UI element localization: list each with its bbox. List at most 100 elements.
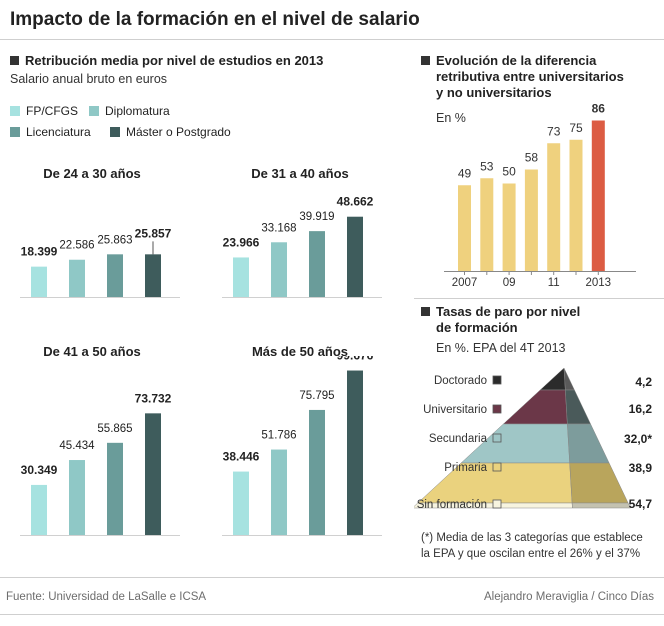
evolution-value-label: 86 <box>592 102 606 116</box>
page-title: Impacto de la formación en el nivel de s… <box>10 9 420 30</box>
salary-value-label: 39.919 <box>299 211 334 223</box>
pyramid-category-label: Universitario <box>423 404 487 416</box>
evolution-tick-label: 09 <box>503 277 516 289</box>
legend-swatch-master <box>110 127 120 137</box>
pyramid-value-label: 32,0* <box>624 432 652 446</box>
salary-value-label: 51.786 <box>261 430 296 442</box>
pyramid-value-label: 54,7 <box>629 497 653 511</box>
salary-value-label: 75.795 <box>299 390 334 402</box>
salary-section-title-text: Retribución media por nivel de estudios … <box>25 53 324 68</box>
legend-swatch-licenciatura <box>10 127 20 137</box>
evolution-chart: 49 2007 53 50 09 58 73 11 75 86 2013 <box>444 102 636 289</box>
pyramid-value-label: 38,9 <box>629 461 653 475</box>
salary-chart-24-30: 18.399 22.586 25.863 25.857 <box>20 226 180 298</box>
footer-divider <box>0 577 664 578</box>
salary-value-label: 25.857 <box>135 226 172 240</box>
pyramid-side-band <box>565 389 591 425</box>
pyramid-legend-swatch <box>492 375 502 385</box>
pyramid-category-label: Secundaria <box>429 433 488 445</box>
evolution-title-line-2: retributiva entre universitarios <box>436 69 624 84</box>
legend-label-master: Máster o Postgrado <box>126 125 231 139</box>
salary-section-title: Retribución media por nivel de estudios … <box>10 53 323 69</box>
group-title-24-30: De 24 a 30 años <box>43 166 141 181</box>
footer-source: Fuente: Universidad de LaSalle e ICSA <box>6 591 207 603</box>
legend-item-diplomatura: Diplomatura <box>89 104 170 118</box>
salary-subtitle: Salario anual bruto en euros <box>10 72 168 86</box>
legend-item-fp: FP/CFGS <box>10 104 78 118</box>
pyramid-category-label: Doctorado <box>434 375 487 387</box>
pyramid-front-band <box>502 389 568 425</box>
evolution-bar <box>502 183 516 271</box>
salary-value-label: 38.446 <box>223 450 260 464</box>
evolution-tick-label: 11 <box>548 277 560 289</box>
right-divider <box>414 298 664 299</box>
evolution-unit: En % <box>436 111 466 125</box>
evolution-value-label: 75 <box>569 121 583 135</box>
salary-bar <box>69 259 85 297</box>
salary-bar <box>107 254 123 297</box>
evolution-value-label: 50 <box>502 165 516 179</box>
salary-bar <box>233 471 249 535</box>
pyramid-legend-swatch <box>492 462 502 472</box>
salary-bar <box>347 216 363 297</box>
legend-swatch-fp <box>10 106 20 116</box>
pyramid-footnote-line-1: (*) Media de las 3 categorías que establ… <box>421 532 643 544</box>
salary-value-label: 45.434 <box>59 440 95 452</box>
salary-value-label: 73.732 <box>135 391 172 405</box>
evolution-value-label: 58 <box>525 151 539 165</box>
evolution-bar <box>591 120 605 271</box>
pyramid-side-band <box>571 502 631 509</box>
pyramid-footnote-line-2: la EPA y que oscilan entre el 26% y el 3… <box>421 548 641 560</box>
salary-bar <box>309 231 325 297</box>
unemployment-pyramid: Doctorado 4,2 Universitario 16,2 Secundaria 3… <box>414 367 653 511</box>
pyramid-category-label: Primaria <box>444 462 487 474</box>
evolution-tick-label: 2007 <box>452 277 478 289</box>
evolution-value-label: 49 <box>458 166 472 180</box>
salary-bar <box>309 409 325 535</box>
salary-bar <box>69 460 85 535</box>
legend-label-diplomatura: Diplomatura <box>105 104 170 118</box>
salary-bar <box>145 413 161 535</box>
salary-value-label: 22.586 <box>59 240 94 252</box>
salary-value-label: 18.399 <box>21 245 58 259</box>
evolution-tick-label: 2013 <box>586 277 612 289</box>
salary-value-label: 99.676 <box>337 356 374 363</box>
evolution-bar <box>524 169 538 271</box>
pyramid-value-label: 16,2 <box>629 402 653 416</box>
evolution-bar <box>458 185 471 271</box>
evolution-value-label: 53 <box>480 159 494 173</box>
unemployment-unit: En %. EPA del 4T 2013 <box>436 341 566 355</box>
pyramid-side-band <box>569 462 629 504</box>
pyramid-value-label: 4,2 <box>635 375 652 389</box>
pyramid-legend-swatch <box>492 433 502 443</box>
salary-bar <box>107 442 123 535</box>
group-title-over-50: Más de 50 años <box>251 344 349 359</box>
footer-bottom-rule <box>0 614 664 615</box>
square-bullet-icon <box>10 56 19 65</box>
group-title-31-40: De 31 a 40 años <box>251 166 349 181</box>
footer-author: Alejandro Meraviglia / Cinco Días <box>483 591 654 603</box>
salary-value-label: 25.863 <box>97 234 132 246</box>
evolution-bar <box>547 143 561 271</box>
title-divider <box>0 39 664 40</box>
salary-bar <box>347 370 363 535</box>
legend-label-fp: FP/CFGS <box>26 104 79 118</box>
salary-bar <box>31 266 47 297</box>
pyramid-category-label: Sin formación <box>417 499 487 511</box>
salary-bar <box>145 254 161 297</box>
salary-bar <box>233 257 249 297</box>
evolution-section-title: Evolución de la diferencia retributiva e… <box>421 53 661 101</box>
pyramid-legend-swatch <box>492 499 502 509</box>
salary-bar <box>271 242 287 297</box>
pyramid-front-band <box>539 367 566 391</box>
unemployment-title-line-1: Tasas de paro por nivel <box>436 304 581 319</box>
group-title-41-50: De 41 a 50 años <box>43 344 141 359</box>
legend-item-licenciatura: Licenciatura <box>10 125 91 139</box>
salary-value-label: 55.865 <box>97 423 132 435</box>
pyramid-side-band <box>563 367 575 391</box>
evolution-bar <box>480 178 494 271</box>
square-bullet-icon <box>421 307 430 316</box>
